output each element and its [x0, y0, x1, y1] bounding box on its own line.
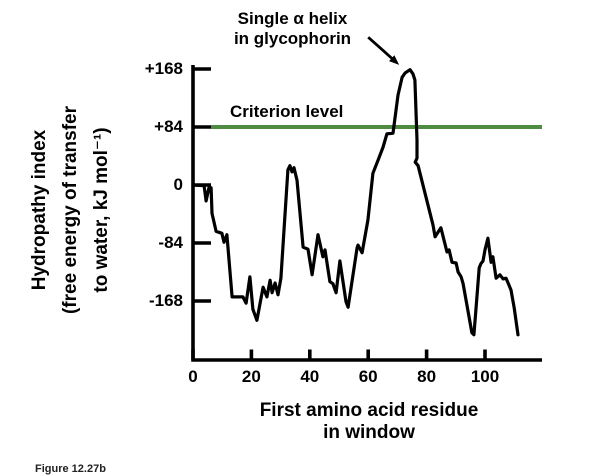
x-axis-title-line1: First amino acid residue: [259, 400, 479, 421]
x-tick-label: 0: [188, 367, 198, 386]
x-tick-label: 100: [470, 367, 500, 386]
y-tick-label: +168: [144, 59, 183, 78]
y-tick-label: 0: [173, 175, 183, 194]
annotation-arrowhead: [389, 55, 400, 65]
annotation-line2: in glycophorin: [233, 29, 352, 48]
y-axis-title-line2: (free energy of transfer: [60, 106, 81, 315]
y-tick-label: -84: [158, 233, 183, 252]
x-tick-label: 20: [241, 367, 261, 386]
y-tick-label: +84: [154, 117, 183, 136]
y-axis-title-line1: Hydropathy index: [29, 129, 50, 291]
figure-caption: Figure 12.27b: [35, 463, 106, 475]
annotation-line1: Single α helix: [237, 9, 348, 28]
x-tick-label: 80: [417, 367, 437, 386]
y-axis-title-line3: to water, kJ mol⁻¹): [91, 127, 112, 293]
y-tick-label: -168: [148, 291, 183, 310]
x-tick-label: 40: [300, 367, 320, 386]
x-axis-title: First amino acid residue in window: [238, 400, 500, 444]
x-axis-ticks: [191, 349, 487, 360]
y-axis-title: Hydropathy index (free energy of transfe…: [24, 36, 120, 384]
annotation-single-alpha-helix: Single α helix in glycophorin: [210, 9, 375, 49]
x-axis-title-line2: in window: [323, 422, 415, 443]
x-tick-label: 60: [358, 367, 378, 386]
criterion-level-label: Criterion level: [230, 102, 344, 121]
hydropathy-curve: [191, 68, 520, 337]
annotation-arrow: [367, 36, 396, 62]
